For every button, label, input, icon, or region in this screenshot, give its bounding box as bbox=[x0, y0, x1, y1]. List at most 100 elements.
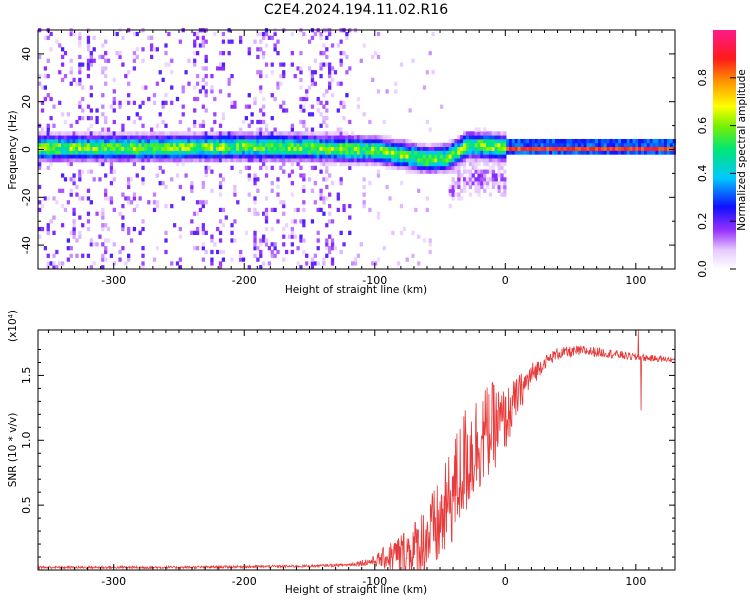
heatmap-cell bbox=[152, 131, 157, 136]
heatmap-cell bbox=[322, 146, 326, 151]
heatmap-cell bbox=[155, 146, 160, 151]
heatmap-cell bbox=[595, 146, 599, 151]
heatmap-cell bbox=[376, 211, 381, 216]
heatmap-cell bbox=[198, 135, 203, 140]
heatmap-cell bbox=[425, 70, 429, 75]
heatmap-cell bbox=[399, 138, 404, 144]
heatmap-cell bbox=[141, 261, 145, 266]
heatmap-cell bbox=[127, 116, 131, 121]
heatmap-cell bbox=[322, 104, 326, 109]
heatmap-cell bbox=[319, 138, 323, 144]
heatmap-cell bbox=[109, 181, 114, 186]
heatmap-cell bbox=[95, 108, 99, 113]
heatmap-cell bbox=[253, 181, 257, 186]
heatmap-cell bbox=[132, 31, 137, 37]
heatmap-cell bbox=[95, 116, 99, 121]
heatmap-cell bbox=[250, 146, 254, 151]
heatmap-cell bbox=[356, 142, 361, 148]
heatmap-cell bbox=[305, 93, 309, 98]
heatmap-cell bbox=[371, 77, 375, 83]
heatmap-cell bbox=[46, 123, 50, 128]
heatmap-cell bbox=[328, 150, 332, 155]
heatmap-cell bbox=[520, 138, 524, 144]
heatmap-cell bbox=[342, 161, 346, 167]
heatmap-cell bbox=[98, 142, 102, 148]
heatmap-cell bbox=[290, 219, 294, 224]
heatmap-cell bbox=[233, 146, 237, 151]
heatmap-cell bbox=[104, 188, 108, 193]
heatmap-cell bbox=[451, 138, 455, 144]
heatmap-cell bbox=[112, 261, 116, 266]
heatmap-cell bbox=[302, 135, 306, 140]
heatmap-cell bbox=[89, 158, 93, 163]
heatmap-cell bbox=[391, 230, 395, 235]
heatmap-cell bbox=[480, 154, 484, 159]
heatmap-cell bbox=[38, 158, 42, 163]
heatmap-cell bbox=[282, 203, 286, 209]
heatmap-cell bbox=[385, 158, 389, 163]
heatmap-cell bbox=[259, 253, 263, 258]
heatmap-cell bbox=[302, 188, 306, 193]
heatmap-cell bbox=[428, 169, 432, 174]
heatmap-cell bbox=[282, 70, 286, 75]
heatmap-cell bbox=[112, 242, 116, 247]
heatmap-cell bbox=[52, 154, 56, 159]
heatmap-cell bbox=[520, 150, 524, 155]
heatmap-cell bbox=[566, 142, 570, 148]
heatmap-cell bbox=[155, 81, 160, 86]
heatmap-cell bbox=[132, 161, 137, 167]
heatmap-cell bbox=[155, 142, 160, 148]
heatmap-cell bbox=[224, 142, 228, 148]
heatmap-cell bbox=[152, 146, 157, 151]
heatmap-cell bbox=[270, 188, 274, 193]
heatmap-cell bbox=[483, 131, 487, 136]
heatmap-cell bbox=[646, 142, 651, 148]
heatmap-cell bbox=[69, 81, 73, 86]
heatmap-cell bbox=[359, 135, 363, 140]
heatmap-cell bbox=[66, 257, 70, 262]
heatmap-cell bbox=[302, 173, 306, 178]
heatmap-cell bbox=[81, 154, 85, 159]
heatmap-cell bbox=[193, 43, 197, 48]
heatmap-cell bbox=[468, 131, 473, 136]
heatmap-cell bbox=[428, 238, 432, 243]
heatmap-cell bbox=[290, 158, 294, 163]
heatmap-cell bbox=[445, 161, 450, 167]
heatmap-cell bbox=[641, 142, 645, 148]
heatmap-cell bbox=[267, 246, 272, 251]
heatmap-cell bbox=[256, 146, 260, 151]
heatmap-cell bbox=[589, 138, 593, 144]
heatmap-cell bbox=[483, 177, 487, 182]
heatmap-cell bbox=[560, 142, 564, 148]
heatmap-cell bbox=[121, 226, 125, 232]
heatmap-cell bbox=[66, 154, 70, 159]
heatmap-cell bbox=[43, 73, 48, 79]
heatmap-cell bbox=[325, 135, 329, 140]
heatmap-cell bbox=[181, 146, 185, 151]
heatmap-cell bbox=[396, 261, 401, 266]
heatmap-cell bbox=[138, 230, 142, 235]
heatmap-cell bbox=[181, 138, 185, 144]
heatmap-cell bbox=[434, 158, 438, 163]
heatmap-cell bbox=[408, 169, 412, 174]
heatmap-cell bbox=[293, 207, 297, 213]
heatmap-cell bbox=[101, 211, 105, 216]
heatmap-cell bbox=[227, 142, 231, 148]
heatmap-cell bbox=[491, 169, 495, 174]
heatmap-cell bbox=[411, 154, 415, 159]
heatmap-cell bbox=[239, 150, 243, 155]
heatmap-cell bbox=[172, 158, 177, 163]
heatmap-cell bbox=[86, 158, 91, 163]
heatmap-cell bbox=[302, 238, 306, 243]
heatmap-cell bbox=[98, 154, 102, 159]
heatmap-cell bbox=[250, 135, 254, 140]
heatmap-cell bbox=[46, 35, 50, 40]
heatmap-cell bbox=[282, 131, 286, 136]
heatmap-cell bbox=[468, 135, 473, 140]
heatmap-cell bbox=[299, 142, 303, 148]
heatmap-cell bbox=[72, 177, 76, 182]
heatmap-cell bbox=[250, 154, 254, 159]
heatmap-cell bbox=[241, 119, 246, 125]
heatmap-cell bbox=[239, 35, 243, 40]
heatmap-cell bbox=[419, 142, 424, 148]
